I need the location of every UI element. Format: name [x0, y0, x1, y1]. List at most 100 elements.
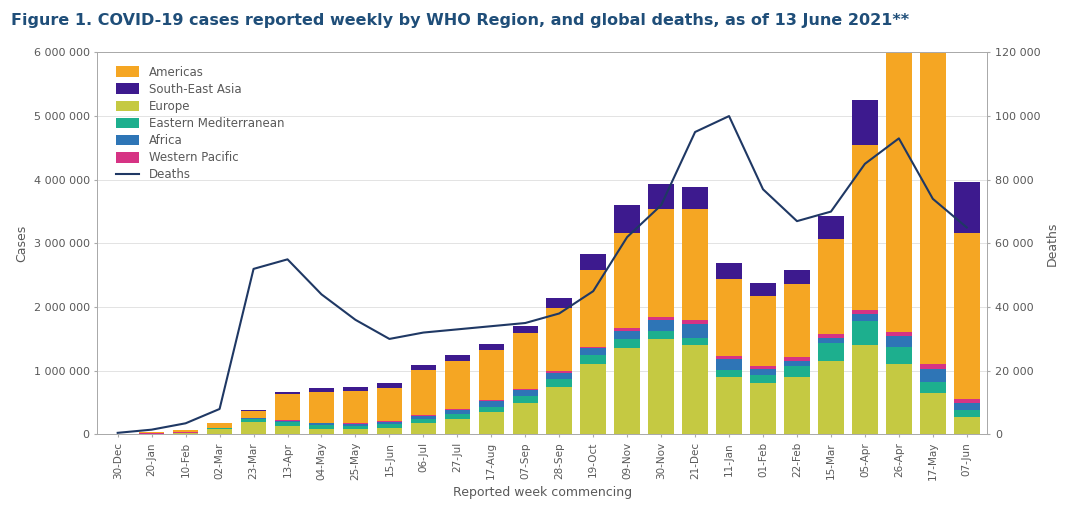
Bar	[547, 373, 572, 379]
Bar	[886, 346, 912, 364]
Legend: Americas, South-East Asia, Europe, Eastern Mediterranean, Africa, Western Pacifi: Americas, South-East Asia, Europe, Easte…	[112, 62, 288, 185]
Bar	[410, 370, 436, 415]
Bar	[751, 383, 775, 434]
Bar	[852, 321, 877, 345]
Bar	[818, 343, 844, 361]
Bar	[343, 391, 368, 423]
Deaths	[892, 135, 905, 141]
Deaths	[858, 161, 871, 167]
Bar	[751, 369, 775, 375]
Bar	[445, 410, 470, 414]
Bar	[308, 425, 334, 429]
Bar	[547, 387, 572, 434]
Bar	[445, 418, 470, 434]
Deaths	[213, 406, 226, 412]
Bar	[920, 364, 945, 369]
Bar	[682, 320, 708, 324]
Bar	[479, 401, 504, 407]
Deaths	[417, 329, 430, 336]
Bar	[920, 381, 945, 393]
Bar	[716, 264, 742, 280]
Bar	[852, 310, 877, 314]
Bar	[682, 187, 708, 209]
Bar	[886, 364, 912, 434]
Y-axis label: Cases: Cases	[15, 225, 28, 262]
Bar	[784, 365, 810, 377]
Bar	[852, 145, 877, 310]
Deaths	[621, 234, 634, 240]
Bar	[377, 421, 402, 424]
Deaths	[451, 326, 464, 333]
Bar	[512, 396, 538, 402]
Deaths	[519, 320, 532, 326]
Bar	[547, 298, 572, 307]
Bar	[649, 320, 673, 331]
Bar	[682, 324, 708, 338]
Bar	[649, 183, 673, 209]
Bar	[377, 424, 402, 428]
Bar	[479, 350, 504, 400]
Bar	[716, 370, 742, 377]
Bar	[445, 409, 470, 410]
Bar	[241, 410, 266, 411]
Bar	[954, 410, 979, 417]
Bar	[410, 365, 436, 370]
Bar	[954, 402, 979, 410]
Bar	[614, 233, 640, 328]
Bar	[275, 392, 301, 394]
Bar	[479, 400, 504, 401]
Bar	[614, 339, 640, 348]
Deaths	[349, 317, 362, 323]
Bar	[275, 426, 301, 434]
Bar	[649, 209, 673, 317]
Bar	[377, 388, 402, 421]
Bar	[580, 270, 606, 347]
Deaths	[247, 266, 260, 272]
Bar	[343, 424, 368, 426]
Bar	[580, 356, 606, 364]
Bar	[716, 356, 742, 359]
Bar	[886, 332, 912, 336]
Bar	[275, 394, 301, 420]
Bar	[410, 419, 436, 423]
Bar	[920, 0, 945, 7]
Deaths	[586, 288, 599, 294]
Bar	[343, 426, 368, 429]
Bar	[207, 423, 232, 424]
Bar	[751, 296, 775, 365]
Bar	[547, 371, 572, 373]
Deaths	[723, 113, 736, 119]
Bar	[954, 233, 979, 399]
Bar	[716, 359, 742, 370]
Bar	[479, 407, 504, 412]
Bar	[343, 429, 368, 434]
Bar	[818, 334, 844, 338]
Bar	[512, 389, 538, 390]
Bar	[207, 429, 232, 434]
Bar	[614, 348, 640, 434]
Bar	[784, 284, 810, 357]
Bar	[173, 430, 199, 432]
Bar	[445, 414, 470, 418]
Bar	[580, 364, 606, 434]
Bar	[886, 336, 912, 346]
Bar	[275, 421, 301, 426]
Bar	[716, 280, 742, 356]
Deaths	[825, 209, 838, 215]
Bar	[241, 421, 266, 434]
Bar	[920, 7, 945, 364]
Bar	[649, 331, 673, 339]
Bar	[479, 412, 504, 434]
Bar	[852, 314, 877, 321]
Deaths	[383, 336, 396, 342]
Bar	[580, 347, 606, 348]
Deaths	[790, 218, 803, 224]
Deaths	[655, 202, 668, 208]
Bar	[954, 182, 979, 233]
Bar	[139, 432, 164, 433]
Bar	[580, 348, 606, 356]
Bar	[445, 355, 470, 361]
Deaths	[484, 323, 497, 329]
Bar	[954, 417, 979, 434]
Bar	[649, 339, 673, 434]
